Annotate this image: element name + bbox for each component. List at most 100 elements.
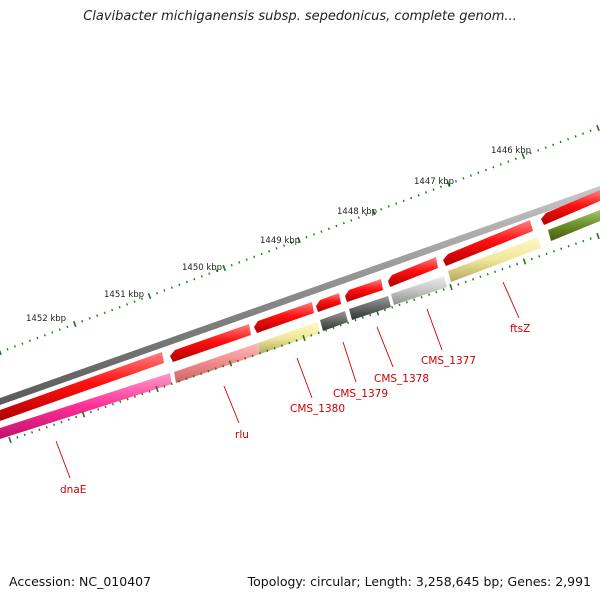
gene-CMS_1379[interactable] (320, 311, 348, 331)
inner-tick (155, 385, 159, 393)
gene-label-rlu[interactable]: rlu (235, 429, 249, 441)
feature-forward-3[interactable] (254, 302, 314, 333)
gene-CMS_1378[interactable] (349, 296, 391, 320)
inner-tick (369, 313, 372, 317)
gene-label-dnaE[interactable]: dnaE (60, 484, 86, 496)
inner-tick (596, 232, 600, 240)
inner-tick (97, 408, 100, 411)
outer-tick (327, 227, 330, 231)
outer-tick (96, 314, 99, 317)
inner-tick (398, 303, 401, 307)
outer-tick (462, 177, 465, 180)
inner-tick (589, 237, 592, 240)
outer-tick (499, 163, 502, 166)
gene-label-ftsZ[interactable]: ftsZ (510, 323, 530, 335)
inner-tick (228, 360, 233, 367)
gene-CMS_1377[interactable] (391, 276, 447, 305)
inner-tick (435, 290, 438, 294)
kbp-label-group: 1446 kbp 1447 kbp 1448 kbp 1449 kbp 1450… (26, 146, 531, 324)
outer-tick (140, 297, 144, 301)
inner-tick (347, 321, 350, 324)
outer-tick (574, 135, 577, 138)
outer-tick (492, 165, 495, 169)
accession-text: Accession: NC_010407 (9, 574, 152, 589)
outer-tick (81, 319, 84, 323)
inner-tick (472, 278, 475, 281)
outer-tick (589, 129, 592, 133)
outer-tick (88, 317, 91, 320)
inner-tick (361, 316, 364, 319)
outer-tick (335, 224, 338, 228)
inner-tick (236, 359, 239, 363)
feature-forward-6[interactable] (388, 257, 438, 287)
inner-tick (266, 349, 269, 353)
inner-tick (192, 374, 195, 378)
inner-tick (8, 436, 12, 444)
outer-tick (305, 235, 308, 239)
gene-ftsZ[interactable] (448, 237, 541, 282)
inner-tick (582, 239, 585, 243)
genome-summary-text: Topology: circular; Length: 3,258,645 bp… (247, 574, 591, 589)
outer-tick (357, 216, 360, 219)
inner-tick (104, 405, 107, 409)
inner-tick (354, 318, 357, 322)
inner-tick (81, 411, 86, 418)
outer-tick (371, 208, 376, 216)
inner-tick (38, 428, 41, 432)
gene-next[interactable] (548, 210, 600, 241)
outer-tick (193, 277, 196, 281)
gene-CMS_1380[interactable] (258, 322, 320, 354)
inner-tick (258, 352, 261, 355)
gene-label-CMS_1377[interactable]: CMS_1377 (421, 355, 476, 367)
outer-tick-ruler (0, 124, 600, 356)
outer-tick (544, 146, 547, 149)
kbp-label-1446: 1446 kbp (491, 146, 531, 156)
inner-tick (552, 250, 555, 253)
feature-forward-1[interactable] (0, 352, 164, 421)
feature-forward-7[interactable] (443, 220, 533, 266)
gene-label-CMS_1380[interactable]: CMS_1380 (290, 403, 345, 415)
gene-label-leaders (55, 281, 520, 479)
inner-tick (317, 331, 320, 335)
gene-label-CMS_1379[interactable]: CMS_1379 (333, 388, 388, 400)
feature-forward-5[interactable] (345, 279, 383, 302)
inner-tick (222, 364, 225, 368)
feature-forward-4[interactable] (316, 293, 341, 312)
forward-strand-features[interactable] (0, 190, 600, 421)
outer-tick (111, 308, 114, 312)
outer-tick (477, 171, 480, 175)
kbp-label-1449: 1449 kbp (260, 236, 300, 246)
gene-features[interactable] (0, 210, 600, 439)
inner-tick (45, 425, 48, 429)
outer-tick (230, 263, 233, 267)
feature-forward-8[interactable] (541, 190, 600, 225)
inner-tick (89, 410, 92, 414)
inner-tick (574, 242, 577, 245)
genome-title: Clavibacter michiganensis subsp. sepedon… (83, 9, 517, 24)
inner-tick (148, 390, 151, 393)
inner-tick (567, 244, 570, 248)
outer-tick (529, 151, 532, 155)
inner-tick (75, 415, 78, 419)
outer-tick (342, 221, 345, 225)
outer-tick (507, 160, 510, 163)
inner-tick (310, 334, 313, 337)
outer-tick (312, 233, 315, 236)
inner-tick (405, 301, 408, 304)
outer-tick (552, 143, 555, 147)
inner-tick (560, 247, 563, 251)
outer-tick (147, 292, 152, 300)
inner-tick (60, 420, 63, 424)
outer-tick (118, 305, 121, 309)
gene-rlu[interactable] (174, 343, 260, 383)
gene-label-CMS_1378[interactable]: CMS_1378 (374, 373, 429, 385)
gene-dnaE[interactable] (0, 373, 172, 439)
outer-tick (350, 219, 353, 222)
inner-tick (273, 346, 276, 350)
feature-forward-2[interactable] (170, 324, 251, 362)
outer-tick (432, 188, 435, 191)
inner-tick (67, 418, 70, 421)
genome-backbone (0, 186, 600, 405)
